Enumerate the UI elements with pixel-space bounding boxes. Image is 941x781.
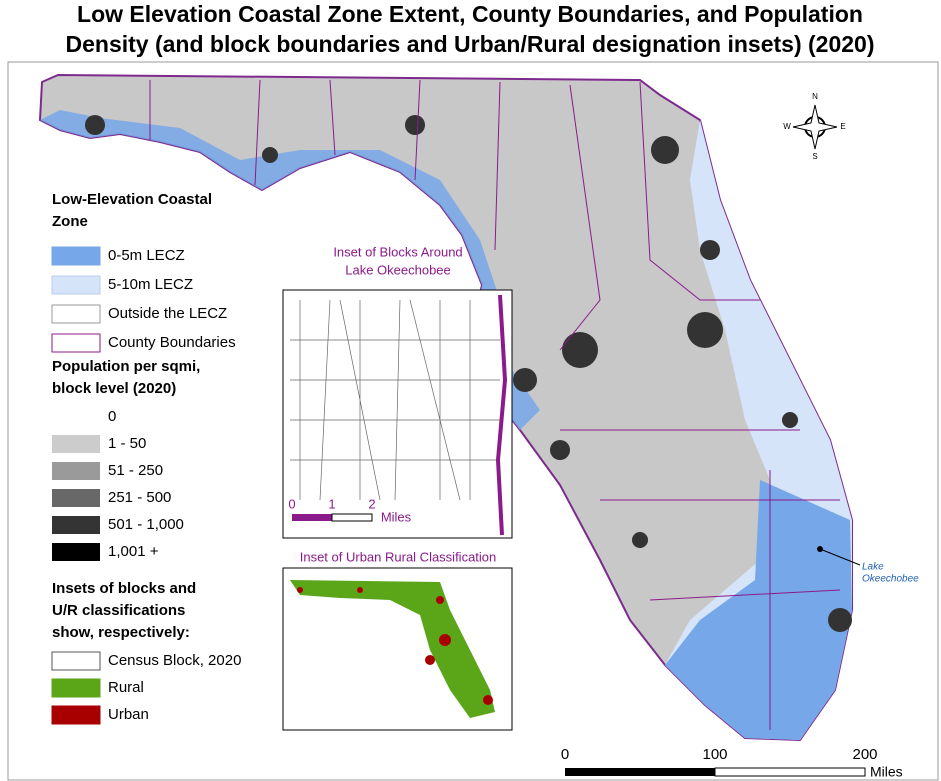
lecz-0-5-south	[665, 480, 852, 740]
legend-swatch	[51, 246, 101, 266]
legend-swatch	[52, 516, 100, 534]
legend-label: Rural	[108, 679, 144, 696]
compass-letter: N	[812, 92, 818, 101]
block-lines	[290, 299, 500, 501]
compass	[792, 104, 838, 150]
legend-heading: show, respectively:	[52, 624, 190, 641]
dense-areas	[85, 115, 852, 632]
scale-tick: 0	[561, 746, 569, 763]
legend-label: Census Block, 2020	[108, 652, 241, 669]
county-lines	[149, 79, 841, 730]
leader-line	[819, 548, 861, 566]
title-line: Low Elevation Coastal Zone Extent, Count…	[77, 1, 863, 27]
legend-swatch	[52, 489, 100, 507]
legend-heading: Insets of blocks and	[52, 580, 196, 597]
legend-label: 1 - 50	[108, 435, 146, 452]
legend-swatch	[51, 275, 101, 295]
urban-inset-land	[290, 580, 495, 718]
legend-heading: U/R classifications	[52, 602, 185, 619]
legend-swatch	[52, 462, 100, 480]
urban-areas	[297, 587, 493, 705]
legend-label: 0-5m LECZ	[108, 247, 185, 264]
legend-label: 0	[108, 408, 116, 425]
legend-swatch	[52, 543, 100, 561]
scale-unit: Miles	[870, 764, 903, 780]
coastline	[495, 294, 508, 536]
legend-heading: Population per sqmi,	[52, 358, 200, 375]
legend-swatch	[51, 705, 101, 725]
inset-scale-a	[292, 514, 332, 521]
compass-letter: W	[783, 122, 791, 131]
legend-swatch	[51, 651, 101, 671]
inset-scale-unit: Miles	[381, 509, 412, 524]
legend-swatch	[51, 304, 101, 324]
legend-label: County Boundaries	[108, 334, 236, 351]
inset-title: Inset of Blocks Around	[333, 244, 462, 259]
scale-tick: 200	[852, 746, 877, 763]
inset-scale-b	[331, 513, 373, 522]
legend-swatch	[52, 435, 100, 453]
annotation: Lake	[862, 562, 884, 573]
annotation: Okeechobee	[862, 574, 919, 585]
inset-scale-tick: 0	[288, 496, 295, 511]
legend-swatch	[52, 408, 100, 426]
inset-scale-tick: 2	[368, 496, 375, 511]
scale-bar-b	[714, 767, 866, 777]
scale-bar-a	[565, 768, 715, 776]
legend-label: 1,001 +	[108, 543, 159, 560]
legend-swatch	[51, 333, 101, 353]
scale-tick: 100	[702, 746, 727, 763]
legend-heading: Low-Elevation Coastal	[52, 191, 212, 208]
compass-letter: E	[840, 122, 845, 131]
inset-scale-tick: 1	[328, 496, 335, 511]
legend-heading: block level (2020)	[52, 380, 176, 397]
legend-label: Urban	[108, 706, 149, 723]
title-line: Density (and block boundaries and Urban/…	[66, 31, 875, 57]
compass-letter: S	[812, 152, 817, 161]
inset-title: Inset of Urban Rural Classification	[300, 549, 497, 564]
legend-label: 51 - 250	[108, 462, 163, 479]
inset-title: Lake Okeechobee	[345, 262, 451, 277]
legend-label: 5-10m LECZ	[108, 276, 193, 293]
legend-label: 501 - 1,000	[108, 516, 184, 533]
legend-heading: Zone	[52, 213, 88, 230]
legend-label: Outside the LECZ	[108, 305, 227, 322]
legend-label: 251 - 500	[108, 489, 171, 506]
legend-swatch	[51, 678, 101, 698]
